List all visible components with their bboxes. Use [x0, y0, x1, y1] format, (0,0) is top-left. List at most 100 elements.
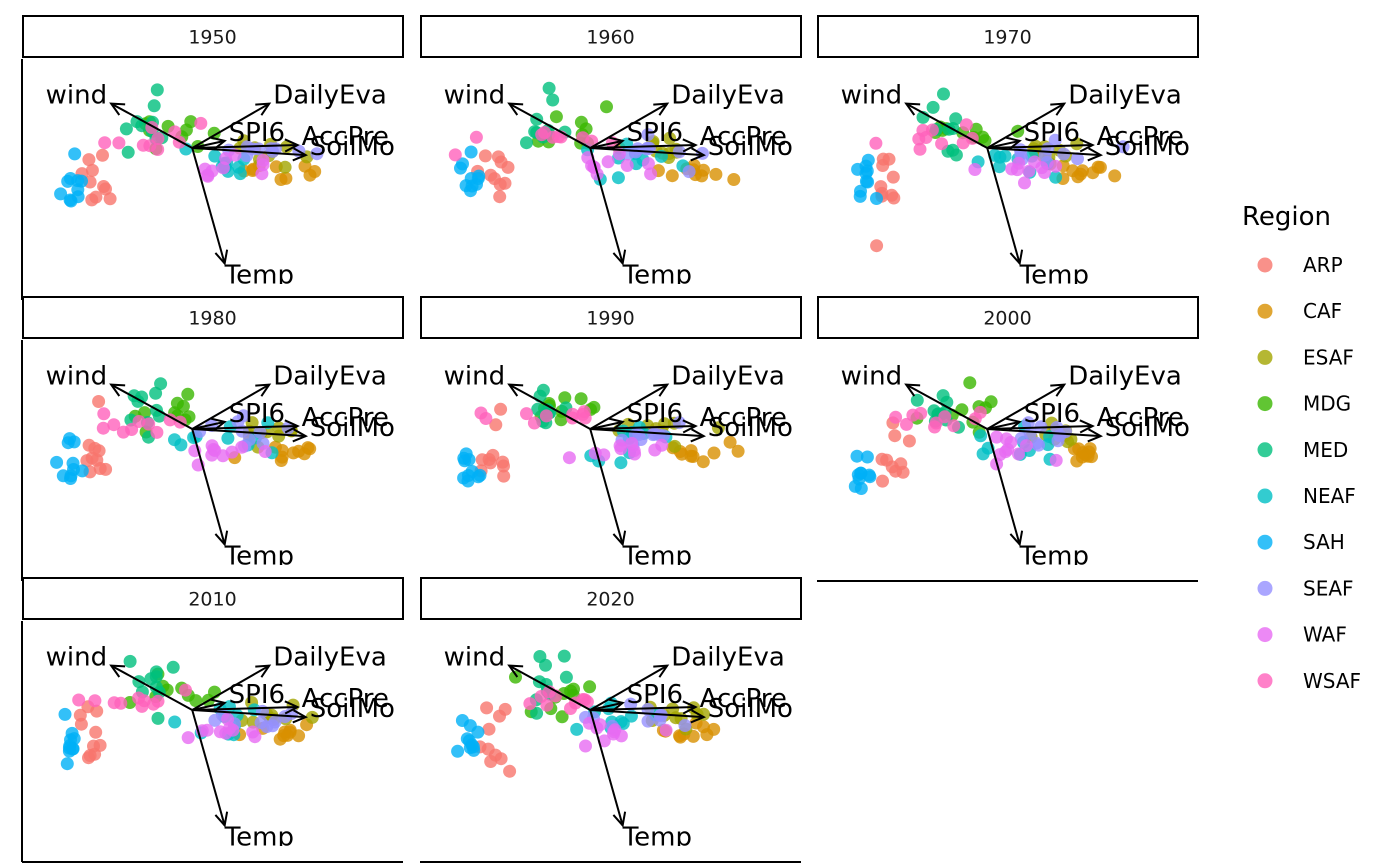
- point-wsaf: [914, 406, 928, 420]
- loading-arrow-spi6: [590, 701, 623, 711]
- point-wsaf: [98, 136, 112, 150]
- point-arp: [503, 764, 517, 778]
- point-wsaf: [194, 116, 208, 130]
- point-wsaf: [163, 413, 177, 427]
- arrowhead: [109, 102, 126, 116]
- loading-label-soilmoist: SoilMo: [1105, 413, 1190, 443]
- arrowhead: [1050, 102, 1067, 116]
- point-med: [119, 122, 133, 136]
- loading-arrow-dailyevap: [191, 383, 270, 430]
- point-waf: [644, 167, 658, 181]
- loading-label-dailyevap: DailyEva: [671, 362, 785, 392]
- point-med: [937, 87, 950, 101]
- point-med: [539, 658, 552, 672]
- point-wsaf: [125, 423, 139, 436]
- loading-label-accprec: AccPre: [1097, 403, 1184, 433]
- point-sah: [61, 174, 75, 188]
- arrowhead: [682, 138, 698, 153]
- point-arp: [484, 755, 498, 768]
- loading-label-spi6: SPI6: [1024, 118, 1080, 148]
- point-caf: [684, 449, 698, 463]
- loading-arrow-wind: [110, 664, 193, 711]
- point-neaf: [221, 431, 235, 445]
- loading-arrow-accprec: [192, 706, 298, 711]
- point-seaf: [268, 715, 282, 729]
- legend-item-arp: ARP: [1257, 253, 1343, 277]
- point-arp: [73, 708, 87, 722]
- arrowhead: [653, 383, 670, 397]
- point-mdg: [181, 387, 195, 401]
- loading-label-temp: Temp: [224, 260, 294, 290]
- arrowhead: [214, 811, 229, 828]
- loading-arrow-temp: [589, 428, 624, 545]
- point-med: [149, 665, 163, 679]
- arrowhead: [255, 383, 272, 397]
- point-arp: [876, 159, 890, 172]
- point-esaf: [280, 140, 294, 154]
- point-neaf: [992, 160, 1006, 174]
- legend-title: Region: [1242, 202, 1331, 232]
- loading-label-spi6: SPI6: [229, 680, 285, 710]
- point-arp: [886, 170, 900, 184]
- loading-arrow-spi6: [192, 701, 225, 711]
- point-wsaf: [919, 131, 933, 144]
- point-sah: [455, 714, 469, 727]
- point-neaf: [611, 171, 625, 185]
- point-arp: [902, 434, 916, 448]
- point-sah: [67, 435, 81, 449]
- point-waf: [235, 440, 249, 454]
- point-waf: [181, 731, 195, 745]
- loading-arrow-accprec: [590, 425, 696, 430]
- point-wsaf: [147, 697, 160, 711]
- point-esaf: [305, 710, 319, 724]
- legend-item-waf: WAF: [1257, 623, 1347, 647]
- loading-label-soilmoist: SoilMo: [708, 413, 793, 443]
- loading-label-accprec: AccPre: [700, 684, 787, 714]
- arrowhead: [612, 811, 627, 828]
- point-seaf: [641, 128, 655, 142]
- legend: Region ARP CAF ESAF MDG MED NEAF SAH SEAF WAF WSAF: [1242, 202, 1361, 693]
- arrowhead: [214, 249, 229, 266]
- facet-strip-label: 1970: [983, 27, 1031, 49]
- loading-label-accprec: AccPre: [302, 403, 389, 433]
- facet-strip-label: 1950: [188, 27, 236, 49]
- point-neaf: [988, 148, 1002, 162]
- point-waf: [999, 445, 1013, 459]
- point-neaf: [208, 149, 222, 163]
- point-arp: [888, 429, 902, 443]
- point-wsaf: [938, 410, 952, 424]
- point-seaf: [1023, 426, 1037, 440]
- point-esaf: [663, 131, 677, 145]
- facet-strip-label: 2020: [586, 589, 634, 611]
- point-wsaf: [578, 411, 592, 425]
- loading-arrow-accprec: [987, 144, 1093, 149]
- point-sah: [75, 464, 89, 478]
- point-sah: [854, 184, 867, 198]
- point-wsaf: [479, 412, 493, 425]
- point-seaf: [1030, 436, 1043, 450]
- point-waf: [659, 723, 673, 737]
- point-wsaf: [869, 136, 883, 150]
- point-arp: [498, 176, 512, 190]
- loading-label-spi6: SPI6: [1024, 399, 1080, 429]
- loading-label-wind: wind: [444, 81, 505, 111]
- arrowhead: [507, 102, 524, 116]
- legend-item-neaf: NEAF: [1257, 484, 1356, 508]
- point-waf: [648, 443, 662, 457]
- point-sah: [66, 456, 80, 470]
- point-arp: [875, 452, 889, 466]
- point-wsaf: [935, 137, 949, 151]
- legend-item-mdg: MDG: [1257, 392, 1351, 416]
- arrowhead: [690, 709, 707, 724]
- point-sah: [58, 707, 72, 721]
- legend-key: [1257, 303, 1273, 319]
- loading-label-temp: Temp: [622, 260, 692, 290]
- loading-label-soilmoist: SoilMo: [310, 413, 395, 443]
- point-arp: [876, 474, 889, 488]
- legend-key: [1257, 534, 1273, 550]
- loading-label-accprec: AccPre: [700, 403, 787, 433]
